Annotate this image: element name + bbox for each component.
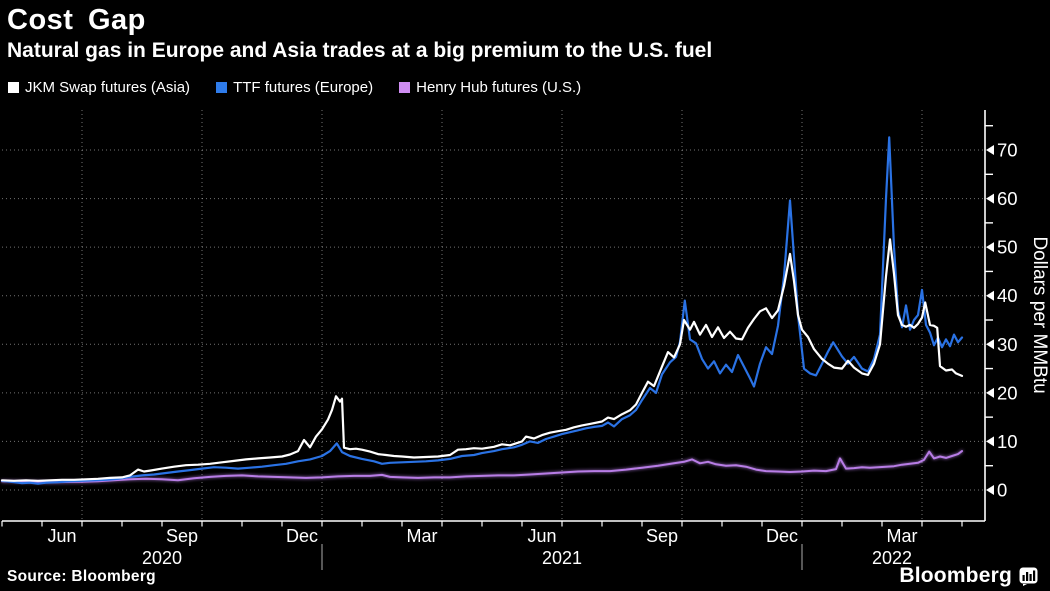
legend-swatch-icon — [8, 82, 19, 93]
y-tick-arrow-icon — [986, 339, 994, 350]
x-tick-label: Sep — [166, 526, 198, 546]
x-tick-label: Dec — [766, 526, 798, 546]
x-tick-label: Mar — [887, 526, 918, 546]
y-axis-title: Dollars per MMBtu — [1029, 236, 1050, 393]
legend-item: JKM Swap futures (Asia) — [8, 79, 190, 96]
x-tick-label: Sep — [646, 526, 678, 546]
series-line — [1, 450, 963, 484]
legend-label: TTF futures (Europe) — [233, 79, 374, 96]
x-year-label: 2020 — [142, 548, 182, 568]
y-tick-arrow-icon — [986, 436, 994, 447]
y-tick-label: 30 — [997, 334, 1018, 355]
y-tick-label: 0 — [997, 480, 1007, 501]
x-year-label: 2022 — [872, 548, 912, 568]
x-tick-label: Mar — [407, 526, 438, 546]
bloomberg-terminal-icon — [1019, 567, 1038, 586]
source-credit: Source: Bloomberg — [7, 568, 156, 585]
x-tick-label: Dec — [286, 526, 318, 546]
legend-item: TTF futures (Europe) — [216, 79, 373, 96]
series-line — [0, 238, 964, 482]
legend: JKM Swap futures (Asia) TTF futures (Euro… — [8, 79, 581, 96]
legend-swatch-icon — [399, 82, 411, 93]
y-tick-arrow-icon — [986, 193, 994, 204]
x-tick-label: Jun — [527, 526, 556, 546]
chart-subtitle: Natural gas in Europe and Asia trades at… — [7, 39, 713, 62]
page-title: Cost Gap — [7, 4, 146, 36]
y-tick-arrow-icon — [986, 387, 994, 398]
y-tick-arrow-icon — [986, 290, 994, 301]
brand-logo: Bloomberg — [899, 564, 1038, 588]
y-tick-label: 10 — [997, 431, 1018, 452]
y-tick-arrow-icon — [986, 145, 994, 156]
series-line — [0, 136, 964, 485]
y-tick-label: 20 — [997, 382, 1018, 403]
brand-wordmark: Bloomberg — [899, 564, 1012, 587]
y-tick-label: 70 — [997, 140, 1018, 161]
y-tick-label: 50 — [997, 237, 1018, 258]
y-tick-arrow-icon — [986, 242, 994, 253]
y-tick-label: 60 — [997, 188, 1018, 209]
legend-label: JKM Swap futures (Asia) — [25, 79, 191, 96]
y-tick-arrow-icon — [986, 485, 994, 495]
legend-item: Henry Hub futures (U.S.) — [399, 79, 581, 96]
x-tick-label: Jun — [47, 526, 76, 546]
legend-label: Henry Hub futures (U.S.) — [416, 79, 582, 96]
x-year-label: 2021 — [542, 548, 582, 568]
legend-swatch-icon — [216, 82, 228, 93]
y-tick-label: 40 — [997, 285, 1018, 306]
